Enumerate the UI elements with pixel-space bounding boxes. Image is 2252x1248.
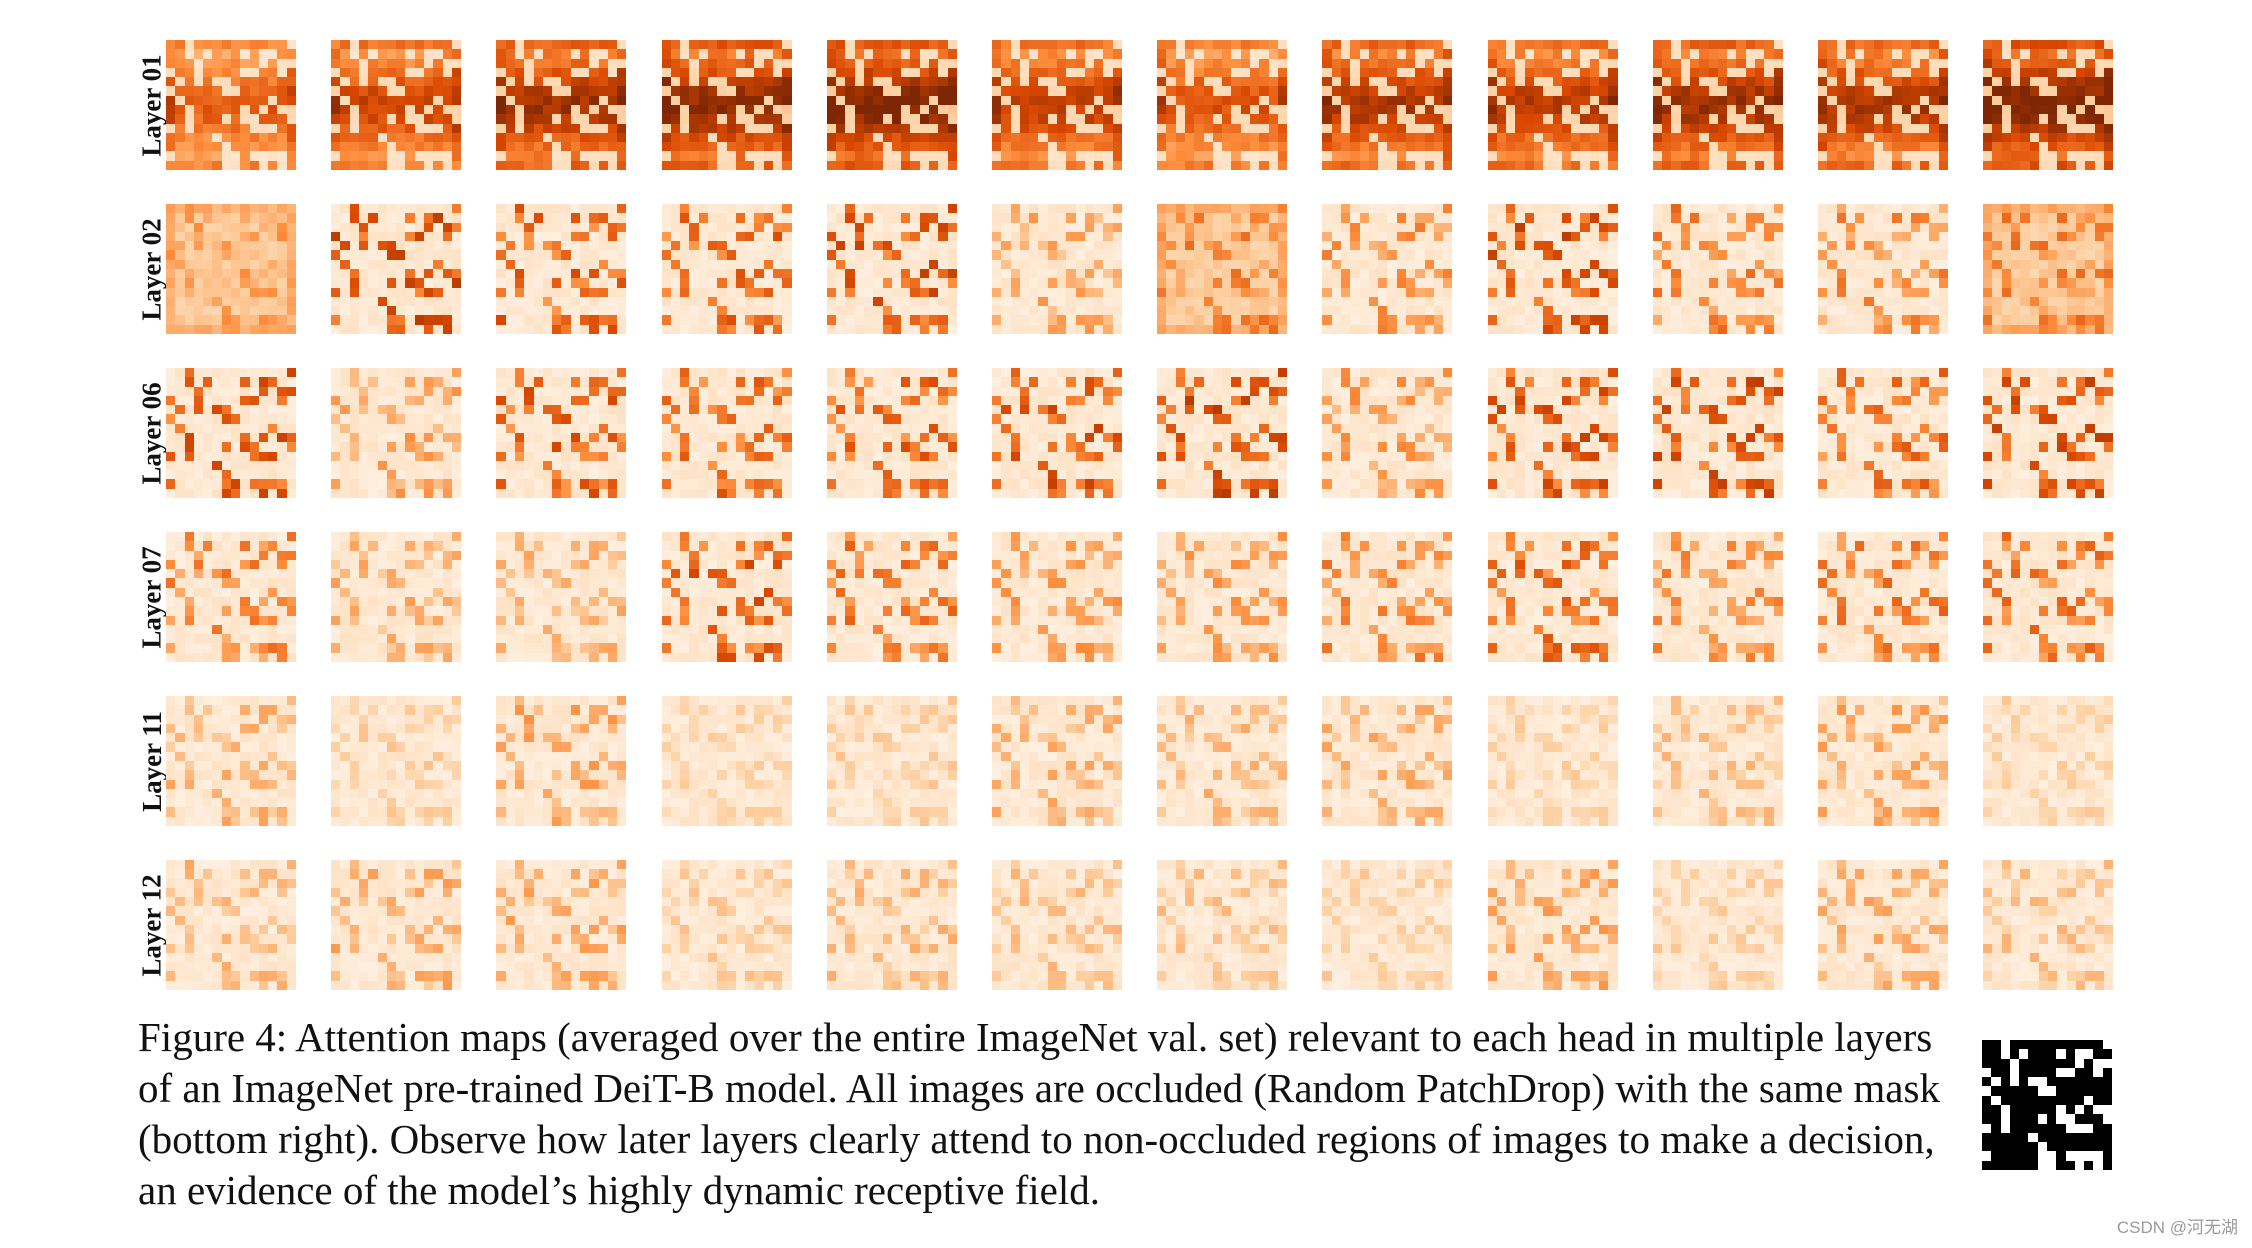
attention-map <box>992 204 1122 334</box>
attention-map <box>1487 860 1618 990</box>
attention-map <box>496 368 627 498</box>
figure-caption: Figure 4: Attention maps (averaged over … <box>138 1014 1940 1213</box>
attention-map <box>826 860 957 990</box>
attention-map <box>496 40 627 170</box>
attention-map <box>992 368 1122 498</box>
attention-map <box>331 696 462 826</box>
attention-map <box>992 696 1122 826</box>
attention-map <box>1157 368 1288 498</box>
attention-map <box>1322 368 1453 498</box>
attention-map <box>1652 696 1783 826</box>
attention-map <box>1322 696 1453 826</box>
attention-map <box>826 532 957 662</box>
attention-map <box>826 696 957 826</box>
attention-map <box>1652 368 1783 498</box>
attention-map <box>1983 532 2114 662</box>
attention-map <box>166 532 296 662</box>
attention-map <box>1322 860 1453 990</box>
attention-map <box>331 40 462 170</box>
attention-map <box>661 368 792 498</box>
attention-map <box>1818 204 1948 334</box>
attention-map <box>1983 696 2114 826</box>
attention-map <box>1487 532 1618 662</box>
attention-map <box>1487 204 1618 334</box>
attention-map <box>1983 40 2114 170</box>
attention-map <box>1818 532 1948 662</box>
attention-map <box>331 204 462 334</box>
attention-map <box>826 40 957 170</box>
attention-map <box>1157 532 1288 662</box>
attention-map <box>496 532 627 662</box>
attention-map <box>992 40 1122 170</box>
watermark: CSDN @河无湖 <box>2116 1218 2238 1237</box>
attention-map <box>166 40 296 170</box>
attention-map <box>496 204 627 334</box>
attention-map <box>166 368 296 498</box>
attention-map <box>496 860 627 990</box>
attention-map <box>496 696 627 826</box>
attention-map <box>1322 532 1453 662</box>
attention-map <box>1818 860 1948 990</box>
attention-map <box>1818 368 1948 498</box>
attention-map <box>1983 860 2114 990</box>
attention-map <box>166 204 296 334</box>
attention-map <box>661 696 792 826</box>
patchdrop-mask <box>1982 1040 2112 1170</box>
attention-map <box>331 532 462 662</box>
attention-map <box>1322 40 1453 170</box>
attention-map <box>331 368 462 498</box>
attention-map <box>661 860 792 990</box>
attention-map <box>1652 40 1783 170</box>
attention-map <box>992 860 1122 990</box>
attention-map <box>1157 204 1288 334</box>
attention-map <box>1487 368 1618 498</box>
attention-map <box>1983 368 2114 498</box>
attention-map <box>1322 204 1453 334</box>
attention-map <box>1487 696 1618 826</box>
attention-map <box>661 532 792 662</box>
attention-map <box>1652 532 1783 662</box>
attention-map <box>1652 860 1783 990</box>
attention-map <box>661 204 792 334</box>
attention-map <box>1157 696 1288 826</box>
attention-map <box>1818 40 1948 170</box>
attention-map <box>992 532 1122 662</box>
attention-map <box>826 368 957 498</box>
attention-map <box>1157 40 1288 170</box>
attention-map <box>1652 204 1783 334</box>
attention-map <box>1157 860 1288 990</box>
attention-map <box>1487 40 1618 170</box>
attention-map <box>1818 696 1948 826</box>
attention-map <box>166 696 296 826</box>
attention-map <box>1983 204 2114 334</box>
attention-map <box>166 860 296 990</box>
attention-map <box>661 40 792 170</box>
attention-map <box>826 204 957 334</box>
attention-map <box>331 860 462 990</box>
